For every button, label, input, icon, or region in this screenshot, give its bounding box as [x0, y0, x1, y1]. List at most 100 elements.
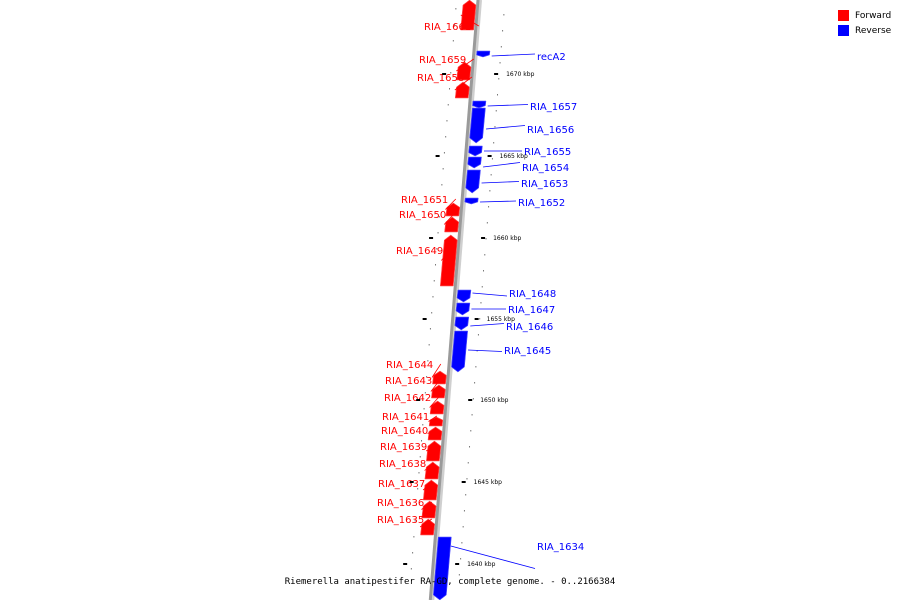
legend-reverse-label: Reverse [855, 25, 892, 36]
gene-ria-1649-label[interactable]: RIA_1649 [396, 246, 443, 257]
scale-tick-label: 1660 kbp [493, 235, 521, 242]
gene-ria-1639-highlight [425, 440, 442, 462]
gene-ria-1645-shape[interactable] [451, 330, 468, 373]
gene-ria-1641-highlight [428, 416, 444, 427]
gene-ria-1653-label[interactable]: RIA_1653 [521, 179, 568, 190]
gene-ria-1656-shape[interactable] [469, 107, 486, 144]
gene-ria-1659-shape[interactable] [456, 61, 472, 81]
gene-ria-1637-leader [422, 482, 434, 491]
gene-ria-1655-label[interactable]: RIA_1655 [524, 147, 571, 158]
gene-ria-1656-label[interactable]: RIA_1656 [527, 125, 574, 136]
grid-dot [480, 302, 482, 304]
gene-ria-1647-label[interactable]: RIA_1647 [508, 305, 555, 316]
gene-ria-1638-shape[interactable] [424, 461, 440, 480]
grid-dot [423, 408, 425, 410]
gene-ria-1641-shape[interactable] [428, 416, 444, 427]
gene-ria-1645-leader [468, 349, 503, 352]
gene-ria-1646-shape[interactable] [454, 316, 470, 331]
gene-ria-1658-shape[interactable] [454, 81, 470, 99]
gene-ria-1658-highlight [454, 81, 471, 99]
gene-ria-1655-shape[interactable] [468, 145, 483, 157]
grid-dot [484, 254, 486, 256]
gene-ria-1659-label[interactable]: RIA_1659 [419, 55, 466, 66]
gene-ria-1661-shape[interactable] [460, 0, 477, 31]
gene-ria-1638-label[interactable]: RIA_1638 [379, 459, 426, 470]
gene-ria-1636-label[interactable]: RIA_1636 [377, 498, 424, 509]
gene-ria-1640-shape[interactable] [427, 426, 443, 441]
gene-ria-1651-label[interactable]: RIA_1651 [401, 195, 448, 206]
gene-reca2-highlight [475, 50, 491, 58]
gene-ria-1652-label[interactable]: RIA_1652 [518, 198, 565, 209]
gene-ria-1656-highlight [469, 107, 486, 144]
grid-dot [421, 440, 423, 442]
gene-ria-1642-label[interactable]: RIA_1642 [384, 393, 431, 404]
gene-ria-1652-highlight [464, 197, 479, 205]
grid-dot [481, 286, 483, 288]
gene-ria-1639-leader [425, 445, 436, 452]
gene-ria-1637-shape[interactable] [422, 479, 439, 501]
scale-tick-label: 1655 kbp [487, 316, 515, 323]
gene-ria-1649-shape[interactable] [439, 234, 458, 287]
gene-ria-1654-label[interactable]: RIA_1654 [522, 163, 569, 174]
gene-ria-1657-shape[interactable] [472, 100, 487, 109]
genome-caption: Riemerella anatipestifer RA-GD, complete… [284, 577, 616, 587]
gene-ria-1653-shape[interactable] [465, 169, 481, 194]
grid-dot [435, 264, 437, 266]
gene-ria-1635-shape[interactable] [420, 518, 436, 536]
gene-ria-1648-shape[interactable] [456, 289, 472, 303]
gene-ria-1654-leader [483, 162, 521, 168]
gene-reca2-label[interactable]: recA2 [537, 52, 566, 63]
gene-ria-1634-label[interactable]: RIA_1634 [537, 542, 584, 553]
legend-forward: Forward [838, 8, 891, 23]
gene-ria-1661-label[interactable]: RIA_1661 [424, 22, 471, 33]
gene-ria-1661-highlight [460, 0, 477, 31]
gene-ria-1638-highlight [424, 461, 440, 480]
gene-ria-1637-label[interactable]: RIA_1637 [378, 479, 425, 490]
gene-ria-1648-label[interactable]: RIA_1648 [509, 289, 556, 300]
gene-ria-1648-highlight [456, 289, 472, 303]
gene-ria-1647-shape[interactable] [455, 302, 471, 316]
gene-ria-1639-label[interactable]: RIA_1639 [380, 442, 427, 453]
grid-dot [460, 558, 462, 560]
gene-ria-1642-leader [429, 396, 440, 408]
gene-ria-1636-highlight [421, 500, 437, 519]
scale-tick-mark [487, 155, 492, 157]
grid-dot [418, 472, 420, 474]
gene-ria-1636-shape[interactable] [421, 500, 437, 519]
gene-ria-1634-shape[interactable] [433, 536, 452, 600]
gene-ria-1654-shape[interactable] [467, 156, 482, 169]
grid-dot [470, 430, 472, 432]
gene-ria-1648-leader [472, 292, 508, 297]
grid-dot [494, 126, 496, 128]
gene-ria-1635-label[interactable]: RIA_1635 [377, 515, 424, 526]
gene-ria-1645-label[interactable]: RIA_1645 [504, 346, 551, 357]
gene-ria-1644-shape[interactable] [432, 370, 447, 385]
gene-ria-1640-label[interactable]: RIA_1640 [381, 426, 428, 437]
grid-dot [486, 222, 488, 224]
grid-dot [431, 312, 433, 314]
gene-ria-1661-leader [460, 14, 480, 27]
gene-ria-1643-shape[interactable] [431, 384, 446, 399]
gene-ria-1650-shape[interactable] [444, 216, 460, 233]
gene-ria-1651-shape[interactable] [445, 202, 461, 217]
gene-ria-1643-leader [430, 379, 441, 392]
forward-swatch [838, 10, 849, 21]
gene-ria-1644-label[interactable]: RIA_1644 [386, 360, 433, 371]
gene-ria-1651-leader [445, 198, 457, 210]
gene-ria-1658-label[interactable]: RIA_1658 [417, 73, 464, 84]
gene-ria-1641-label[interactable]: RIA_1641 [382, 412, 429, 423]
gene-ria-1642-shape[interactable] [429, 400, 445, 415]
gene-ria-1643-label[interactable]: RIA_1643 [385, 376, 432, 387]
gene-reca2-shape[interactable] [476, 50, 491, 58]
legend-forward-label: Forward [855, 10, 892, 21]
scale-tick-mark-left [429, 237, 434, 239]
gene-ria-1657-label[interactable]: RIA_1657 [530, 102, 577, 113]
gene-ria-1639-shape[interactable] [426, 440, 442, 462]
gene-ria-1652-shape[interactable] [464, 197, 479, 205]
gene-ria-1636-leader [421, 501, 433, 510]
grid-dot [440, 200, 442, 202]
gene-ria-1650-label[interactable]: RIA_1650 [399, 210, 446, 221]
gene-ria-1646-label[interactable]: RIA_1646 [506, 322, 553, 333]
gene-ria-1635-leader [419, 518, 433, 528]
